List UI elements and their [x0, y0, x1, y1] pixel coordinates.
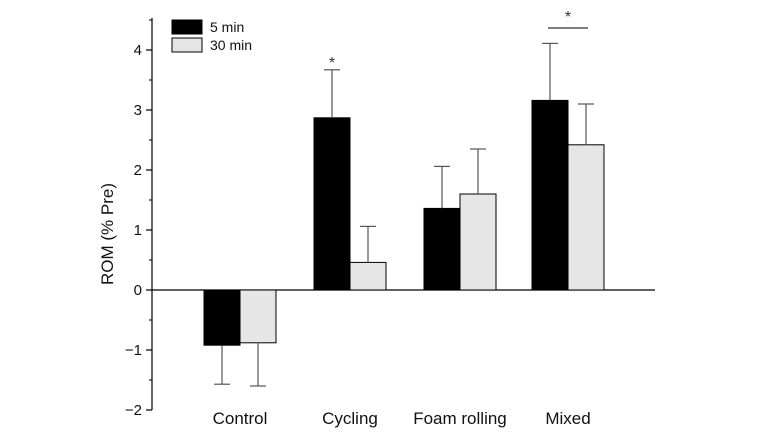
bar-5min: [203, 289, 241, 346]
bar-5min: [313, 117, 351, 291]
y-tick-label: 0: [134, 282, 142, 299]
legend: 5 min 30 min: [171, 19, 252, 53]
legend-label-30min: 30 min: [210, 37, 252, 53]
bar-30min: [349, 261, 387, 291]
y-axis-title: ROM (% Pre): [98, 183, 117, 285]
y-tick-label: −2: [125, 402, 142, 419]
y-tick-label: 1: [134, 222, 142, 239]
annotations: **: [329, 9, 588, 72]
significance-star-mixed: *: [565, 9, 571, 26]
x-axis-labels: Control Cycling Foam rolling Mixed: [213, 409, 591, 428]
x-category-label: Foam rolling: [413, 409, 507, 428]
legend-swatch-30min: [171, 37, 203, 53]
x-category-label: Cycling: [322, 409, 378, 428]
y-tick-label: −1: [125, 342, 142, 359]
bar-30min: [239, 289, 277, 344]
y-tick-label: 4: [134, 42, 142, 59]
x-category-label: Control: [213, 409, 268, 428]
bars-group: [203, 42, 605, 387]
legend-swatch-5min: [171, 19, 203, 35]
bar-5min: [423, 207, 461, 291]
y-tick-label: 3: [134, 102, 142, 119]
y-tick-label: 2: [134, 162, 142, 179]
x-category-label: Mixed: [545, 409, 590, 428]
bar-30min: [459, 193, 497, 291]
bar-30min: [567, 144, 605, 291]
significance-star-cycling: *: [329, 55, 335, 72]
legend-label-5min: 5 min: [210, 19, 244, 35]
bar-5min: [531, 99, 569, 291]
